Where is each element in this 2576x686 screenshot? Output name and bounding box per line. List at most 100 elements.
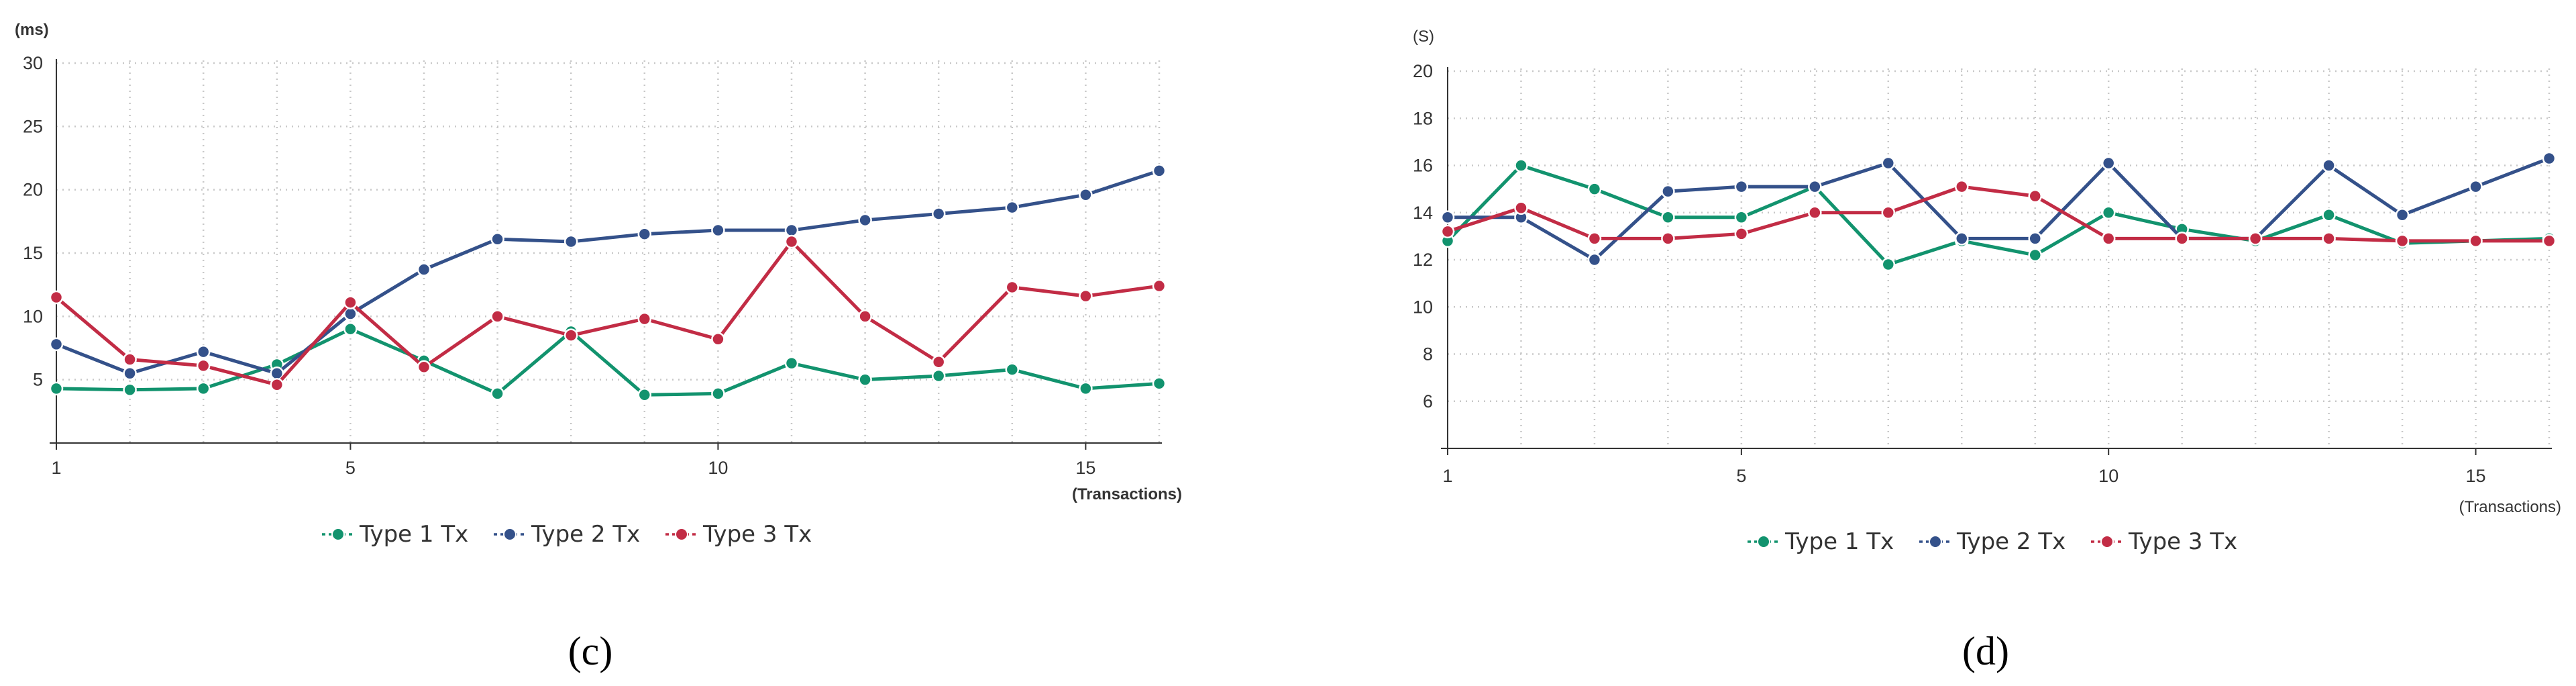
data-point-c-3 [711,332,725,346]
data-point-d-1 [1514,158,1528,173]
data-point-c-2 [637,227,652,241]
data-point-d-1 [1881,257,1896,272]
data-point-c-2 [784,223,799,238]
x-tick-label-c: 5 [345,458,356,478]
data-point-c-3 [1005,280,1020,295]
legend-item-c-2[interactable]: Type 2 Tx [494,521,640,548]
legend-label-c-3: Type 3 Tx [702,521,812,548]
data-point-c-3 [196,358,211,373]
data-point-d-2 [2101,156,2116,170]
legend-marker-d-2 [1929,535,1942,548]
x-tick-label-d: 10 [2098,466,2118,486]
data-point-d-3 [2469,234,2483,248]
y-tick-label-d: 14 [1413,203,1433,223]
data-point-d-3 [2248,232,2263,246]
data-point-c-3 [931,355,946,369]
data-point-d-3 [1955,179,1969,194]
data-point-d-1 [2028,248,2042,262]
legend-item-c-1[interactable]: Type 1 Tx [322,521,468,548]
data-point-d-1 [1587,182,1602,196]
data-point-c-1 [123,383,137,397]
x-tick-label-d: 5 [1736,466,1746,486]
x-tick-label-d: 1 [1442,466,1452,486]
data-point-d-3 [1734,227,1749,241]
legend-marker-d-3 [2100,535,2114,548]
data-point-c-1 [931,369,946,383]
data-point-c-1 [858,373,872,387]
data-point-c-1 [1079,381,1093,396]
legend-marker-d-1 [1757,535,1770,548]
data-point-d-3 [1514,201,1528,215]
xlabel-d: (Transactions) [2459,498,2561,516]
data-point-c-2 [196,344,211,359]
data-point-c-3 [490,309,504,324]
y-tick-label-d: 8 [1423,344,1433,364]
data-point-d-1 [2101,205,2116,219]
legend-item-d-3[interactable]: Type 3 Tx [2091,528,2237,555]
y-tick-label-c: 15 [23,243,43,263]
ylabel-c: (ms) [15,21,49,39]
y-tick-label-d: 10 [1413,297,1433,317]
legend-item-c-3[interactable]: Type 3 Tx [665,521,812,548]
data-point-d-3 [2542,234,2557,248]
legend-item-d-1[interactable]: Type 1 Tx [1748,528,1894,555]
data-point-d-3 [2322,232,2336,246]
legend-marker-c-1 [331,528,345,541]
data-point-c-2 [931,207,946,221]
data-point-d-1 [1661,210,1675,225]
data-point-d-2 [1440,210,1455,225]
data-point-d-1 [2322,208,2336,222]
caption-d: (d) [1962,629,2009,673]
series-line-d-1 [1446,164,2550,266]
data-point-c-2 [564,234,578,249]
data-point-d-2 [1808,179,1822,194]
legend-label-c-1: Type 1 Tx [359,521,468,548]
data-point-d-1 [1734,210,1749,225]
y-tick-label-c: 5 [33,370,43,390]
data-point-c-1 [196,381,211,396]
data-point-d-2 [2542,151,2557,166]
data-point-d-3 [1881,205,1896,219]
legend-label-d-3: Type 3 Tx [2128,528,2237,555]
data-point-c-3 [784,234,799,249]
x-tick-label-c: 10 [708,458,728,478]
legend-label-d-1: Type 1 Tx [1784,528,1894,555]
data-point-c-2 [711,223,725,238]
data-point-c-3 [858,309,872,324]
legend-marker-c-3 [675,528,688,541]
data-point-c-1 [784,356,799,371]
data-point-c-2 [49,337,64,352]
data-point-c-1 [490,387,504,401]
data-point-c-3 [564,328,578,342]
data-point-c-3 [637,311,652,326]
x-tick-label-d: 15 [2466,466,2486,486]
y-tick-label-d: 20 [1413,61,1433,81]
data-point-c-3 [343,295,358,309]
caption-c: (c) [568,629,613,673]
data-point-c-1 [1005,362,1020,377]
data-point-c-3 [270,377,284,392]
series-line-d-2 [1448,156,2550,262]
data-point-c-2 [490,232,504,246]
data-point-c-3 [1152,279,1167,293]
data-point-d-3 [2101,232,2116,246]
y-tick-label-c: 30 [23,53,43,73]
legend-item-d-2[interactable]: Type 2 Tx [1919,528,2065,555]
data-point-d-2 [1661,184,1675,199]
data-point-d-3 [1808,205,1822,219]
data-point-c-1 [1152,377,1167,391]
x-tick-label-c: 1 [51,458,61,478]
data-point-c-2 [1079,187,1093,202]
series-line-c-1 [56,327,1160,397]
series-line-c-2 [56,168,1160,375]
data-point-d-2 [2322,158,2336,173]
y-tick-label-c: 20 [23,180,43,200]
data-point-c-2 [123,366,137,381]
y-tick-label-c: 10 [23,306,43,326]
y-tick-label-c: 25 [23,116,43,136]
data-point-c-1 [49,381,64,396]
x-tick-label-c: 15 [1075,458,1095,478]
data-point-c-3 [49,290,64,305]
